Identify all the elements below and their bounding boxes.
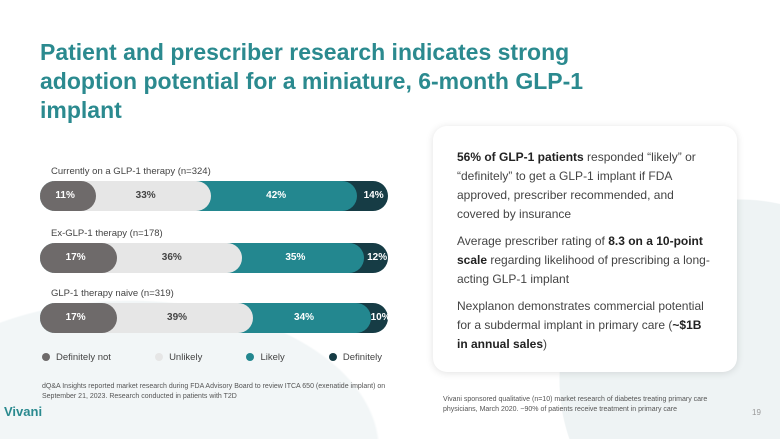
data-label: 42% <box>266 190 287 201</box>
footnote-right: Vivani sponsored qualitative (n=10) mark… <box>443 396 708 413</box>
insight-2-text-end: regarding likelihood of prescribing a lo… <box>457 253 710 286</box>
footnote-left: dQ&A Insights reported market research d… <box>42 383 386 400</box>
insight-2-bold: 8.3 on a 10-point scale <box>457 234 703 267</box>
data-label: 14% <box>363 190 384 201</box>
insight-2: Average prescriber rating of 8.3 on a 10… <box>457 232 715 289</box>
data-label: 17% <box>65 312 86 323</box>
bar-row-label: Ex-GLP-1 therapy (n=178) <box>51 228 163 239</box>
insight-3-text: Nexplanon demonstrates commercial potent… <box>457 299 704 332</box>
legend-dot-icon <box>42 353 50 361</box>
stacked-bar: 17% 39% 34% 10% <box>40 303 391 333</box>
data-label: 12% <box>367 252 388 263</box>
legend-dot-icon <box>328 353 337 361</box>
insight-1: 56% of GLP-1 patients responded “likely”… <box>457 148 715 224</box>
bar-row-label: Currently on a GLP-1 therapy (n=324) <box>51 166 211 177</box>
stacked-bar: 17% 36% 35% 12% <box>40 243 388 273</box>
bar-segment-definitely-not <box>40 181 97 211</box>
vivani-logo: Vivani <box>4 404 43 419</box>
legend-dot-icon <box>155 353 164 361</box>
legend-dot-icon <box>246 353 255 361</box>
stacked-bar: 11% 33% 42% 14% <box>40 181 388 211</box>
insights-card: 56% of GLP-1 patients responded “likely”… <box>433 126 737 372</box>
data-label: 11% <box>55 190 75 201</box>
legend-label: Likely <box>260 352 285 363</box>
data-label: 39% <box>167 312 188 323</box>
insight-2-text: Average prescriber rating of <box>457 234 609 248</box>
insight-3-bold: ~$1B in annual sales <box>457 318 702 351</box>
legend-item: Unlikely <box>155 352 202 363</box>
legend-item: Definitely <box>328 352 382 363</box>
legend-label: Definitely not <box>56 352 111 363</box>
legend: Definitely not Unlikely Likely Definitely <box>42 352 382 363</box>
legend-label: Definitely <box>342 352 382 363</box>
insight-3-text-end: ) <box>543 337 548 351</box>
insight-1-text: responded “likely” or “definitely” to ge… <box>457 150 696 221</box>
page-title: Patient and prescriber research indicate… <box>40 39 584 123</box>
legend-item: Definitely not <box>42 352 111 363</box>
data-label: 36% <box>161 252 182 263</box>
insight-3: Nexplanon demonstrates commercial potent… <box>457 297 715 354</box>
data-label: 34% <box>294 312 315 323</box>
insight-1-bold: 56% of GLP-1 patients <box>457 150 584 164</box>
bar-row-label: GLP-1 therapy naive (n=319) <box>51 288 174 299</box>
page-number: 19 <box>752 408 761 417</box>
data-label: 35% <box>285 252 306 263</box>
legend-label: Unlikely <box>169 352 203 363</box>
data-label: 17% <box>65 252 86 263</box>
data-label: 33% <box>135 190 156 201</box>
legend-item: Likely <box>246 352 285 363</box>
bar-segment-definitely-not <box>40 303 118 333</box>
bar-segment-definitely-not <box>40 243 118 273</box>
data-label: 10% <box>370 312 391 323</box>
